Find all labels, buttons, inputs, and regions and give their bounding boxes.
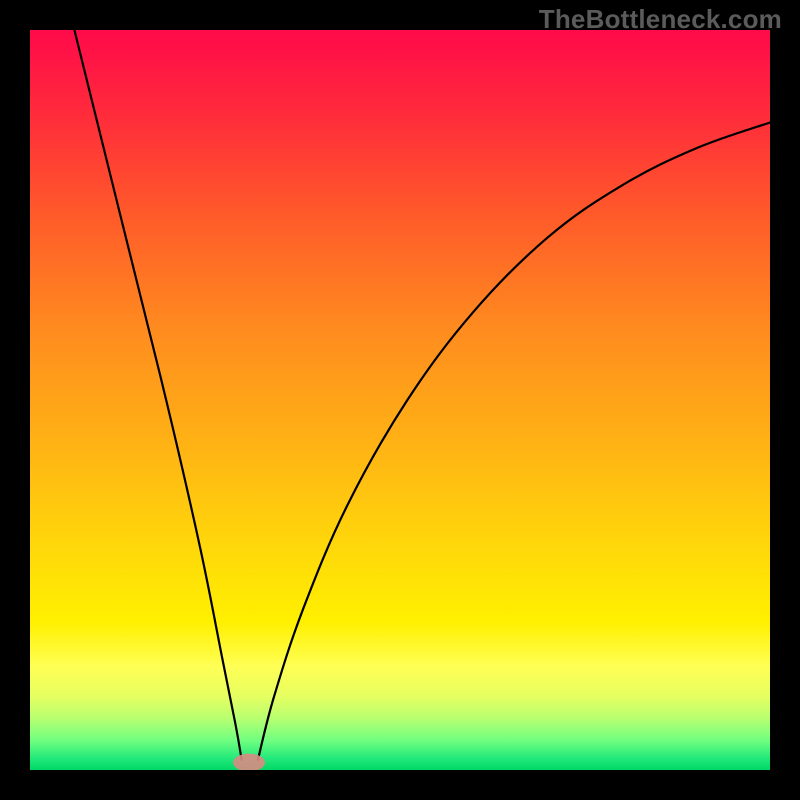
chart-frame: TheBottleneck.com [0,0,800,800]
curve-right-branch [258,123,770,760]
bottleneck-curve [30,30,770,770]
curve-left-branch [74,30,241,760]
plot-area [30,30,770,770]
valley-marker [233,754,265,770]
